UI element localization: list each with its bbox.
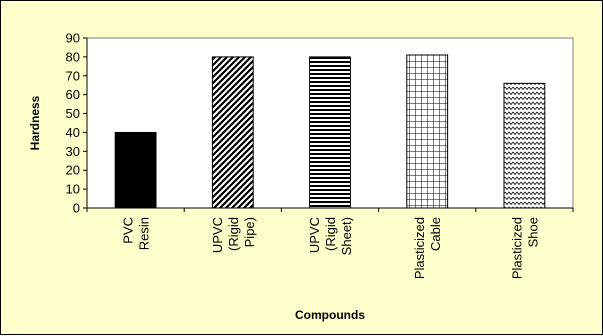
y-tick-label: 90 — [66, 31, 80, 46]
y-tick-label: 30 — [66, 144, 80, 159]
bar — [309, 56, 351, 209]
y-tick-label: 50 — [66, 106, 80, 121]
bars — [114, 54, 546, 209]
x-category-label-line: Pipe) — [242, 217, 257, 247]
x-category-label-line: (Rigid — [226, 217, 241, 251]
x-axis: PVC Resin UPVC (Rigid Pipe) UPVC (Rigid Sheet) P… — [86, 207, 574, 279]
x-category-label-line: Plasticized — [412, 217, 427, 279]
y-tick-label: 60 — [66, 87, 80, 102]
x-category-label-line: Shoe — [525, 217, 540, 247]
x-category-label: Plasticized Shoe — [509, 217, 540, 279]
bar — [503, 82, 546, 209]
x-category-label-line: Cable — [428, 217, 443, 251]
x-category-label-line: PVC — [121, 217, 136, 244]
x-category-label-line: UPVC — [210, 217, 225, 253]
y-tick-label: 80 — [66, 49, 80, 64]
x-category-label: Plasticized Cable — [412, 217, 443, 279]
y-axis-title: Hardness — [28, 95, 42, 150]
x-category-label-line: UPVC — [307, 217, 322, 253]
x-axis-title: Compounds — [295, 308, 365, 322]
bar — [211, 56, 254, 209]
x-category-label: UPVC (Rigid Sheet) — [307, 217, 354, 255]
y-tick-label: 10 — [66, 182, 80, 197]
x-category-label: PVC Resin — [121, 217, 152, 250]
x-category-label-line: Resin — [137, 217, 152, 250]
y-tick-label: 20 — [66, 163, 80, 178]
y-tick-label: 70 — [66, 68, 80, 83]
y-tick-label: 0 — [73, 201, 80, 216]
y-axis: 0 10 20 30 40 50 60 70 80 90 — [66, 31, 88, 216]
bar — [406, 54, 449, 209]
x-category-label-line: (Rigid — [323, 217, 338, 251]
x-category-label: UPVC (Rigid Pipe) — [210, 217, 257, 253]
x-category-label-line: Plasticized — [509, 217, 524, 279]
bar — [114, 131, 157, 209]
x-category-label-line: Sheet) — [339, 217, 354, 255]
y-tick-label: 40 — [66, 125, 80, 140]
